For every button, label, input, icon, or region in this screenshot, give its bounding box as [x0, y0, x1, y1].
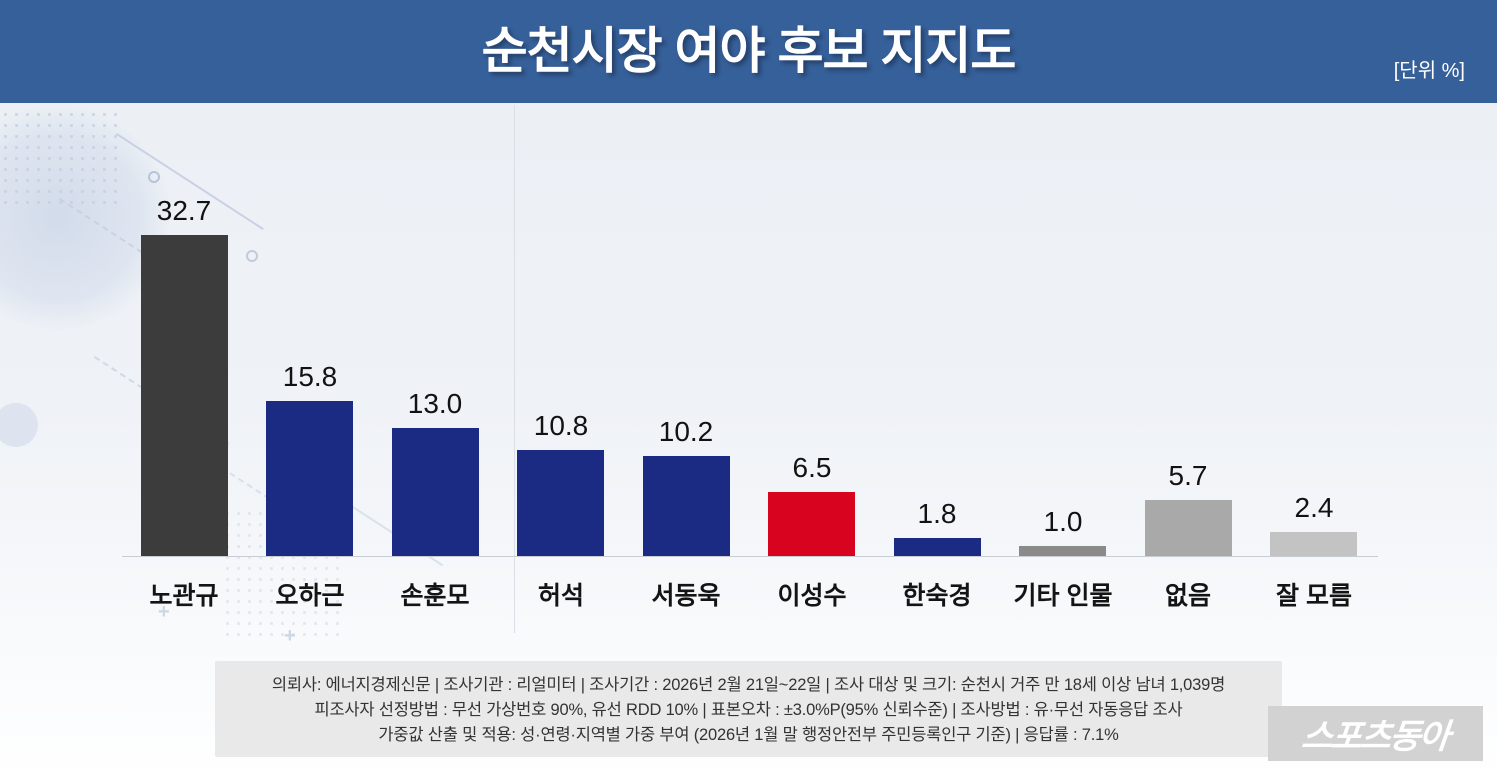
bar-value-label: 1.0	[1043, 506, 1083, 537]
bar-value-label: 15.8	[282, 361, 338, 392]
methodology-panel: 의뢰사: 에너지경제신문 | 조사기관 : 리얼미터 | 조사기간 : 2026…	[215, 661, 1282, 757]
bar-value-label: 13.0	[407, 388, 463, 419]
decor-filled-circle-icon	[0, 403, 38, 447]
bar-value-label: 10.2	[658, 416, 714, 447]
bar-value-label: 5.7	[1168, 460, 1208, 491]
bar-category-label: 잘 모름	[1276, 582, 1352, 610]
publisher-logo: 스포츠동아	[1268, 706, 1483, 761]
bar-category-label: 허석	[537, 582, 584, 610]
section-divider-line	[514, 105, 515, 633]
bar-value-label: 10.8	[533, 410, 589, 441]
bar-category-label: 오하근	[275, 582, 345, 610]
bar-value-label: 2.4	[1294, 492, 1334, 523]
unit-label: [단위 %]	[1393, 60, 1465, 82]
bar-category-label: 없음	[1164, 582, 1211, 610]
decor-ring-icon	[246, 250, 258, 262]
bar	[1270, 532, 1357, 556]
decor-plus-icon: +	[284, 625, 296, 647]
page-title: 순천시장 여야 후보 지지도	[481, 23, 1017, 79]
bar-category-label: 서동욱	[651, 582, 721, 610]
bar	[141, 235, 228, 556]
bar-value-label: 32.7	[156, 195, 212, 226]
publisher-logo-text: 스포츠동아	[1299, 718, 1451, 756]
bar-value-label: 6.5	[792, 452, 832, 483]
x-axis-line	[122, 556, 1378, 557]
bar-value-label: 1.8	[917, 498, 957, 529]
bar-category-label: 한숙경	[902, 582, 972, 610]
bar	[643, 456, 730, 556]
methodology-line: 의뢰사: 에너지경제신문 | 조사기관 : 리얼미터 | 조사기간 : 2026…	[271, 676, 1226, 694]
decor-dot-grid-icon	[0, 109, 120, 211]
bar	[1145, 500, 1232, 556]
bar	[517, 450, 604, 556]
bar-category-label: 이성수	[777, 582, 847, 610]
header-band: 순천시장 여야 후보 지지도 [단위 %]	[0, 0, 1497, 103]
methodology-line: 가중값 산출 및 적용: 성·연령·지역별 가중 부여 (2026년 1월 말 …	[378, 726, 1119, 744]
bar	[392, 428, 479, 556]
decor-ring-icon	[148, 171, 160, 183]
bar	[894, 538, 981, 556]
bar-category-label: 노관규	[149, 582, 219, 610]
bar	[1019, 546, 1106, 556]
methodology-line: 피조사자 선정방법 : 무선 가상번호 90%, 유선 RDD 10% | 표본…	[314, 701, 1183, 719]
bar	[768, 492, 855, 556]
bar-category-label: 손훈모	[400, 582, 470, 610]
bar	[266, 401, 353, 556]
bar-category-label: 기타 인물	[1013, 582, 1113, 610]
